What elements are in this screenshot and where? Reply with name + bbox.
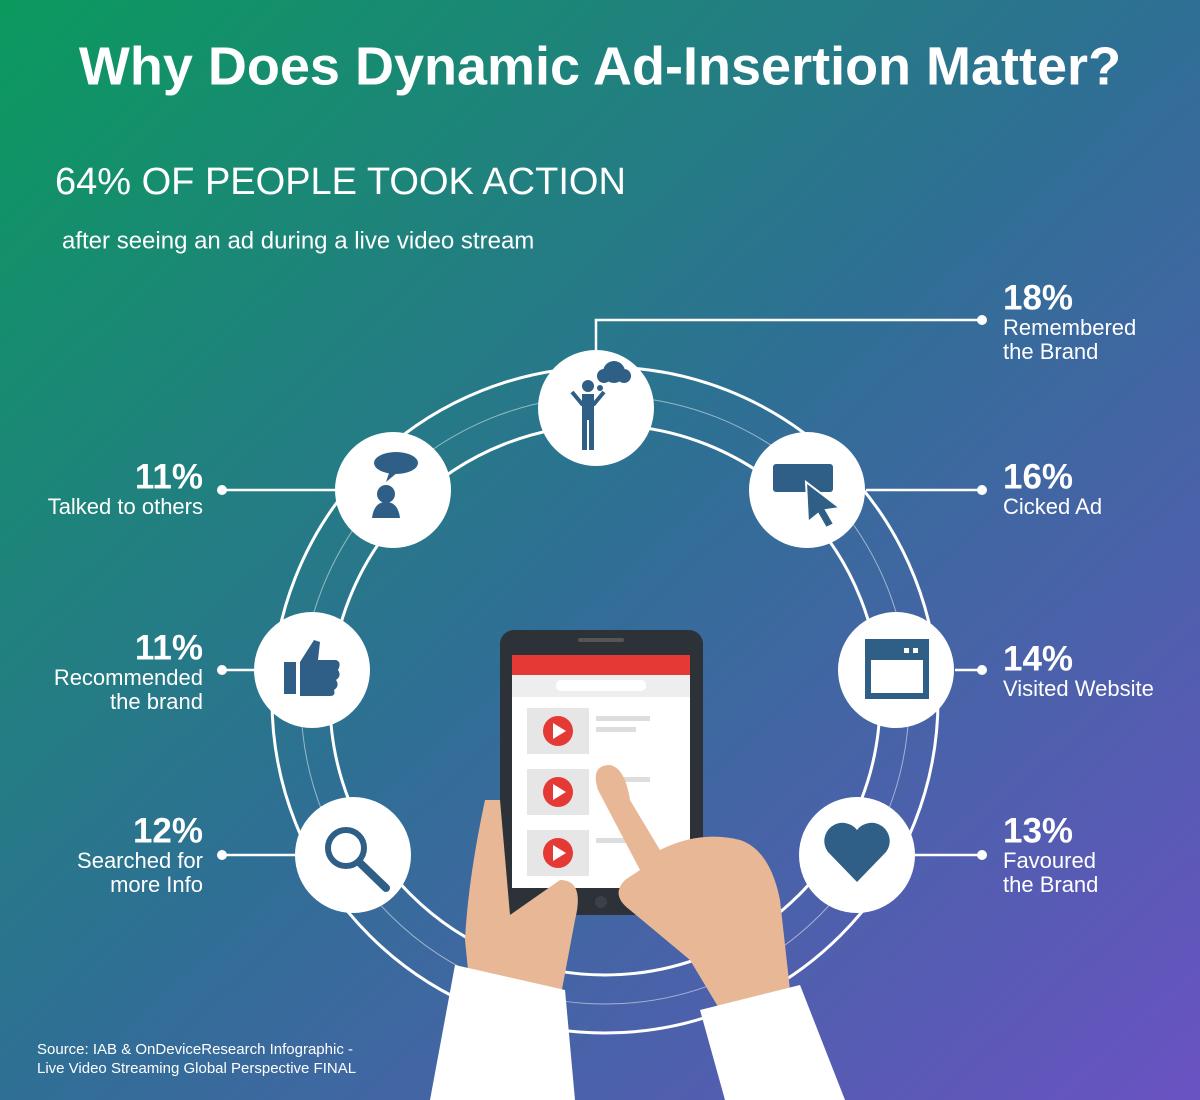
item-value: 12%	[133, 811, 203, 850]
labels: 18% Remembered the Brand 16% Cicked Ad 1…	[48, 278, 1154, 897]
item-label: more Info	[110, 872, 203, 897]
icon-favoured	[799, 797, 915, 913]
subtitle: after seeing an ad during a live video s…	[62, 227, 534, 254]
item-label: Recommended	[54, 665, 203, 690]
icon-clicked	[749, 432, 865, 548]
item-label: Remembered	[1003, 315, 1136, 340]
item-label: the Brand	[1003, 339, 1098, 364]
hands	[430, 765, 845, 1100]
icon-remembered	[538, 350, 654, 466]
item-value: 16%	[1003, 457, 1073, 496]
title: Why Does Dynamic Ad-Insertion Matter?	[79, 36, 1121, 96]
item-value: 14%	[1003, 639, 1073, 678]
item-label: the Brand	[1003, 872, 1098, 897]
icon-talked	[335, 432, 451, 548]
item-label: Talked to others	[48, 494, 203, 519]
item-value: 11%	[135, 628, 203, 667]
item-value: 18%	[1003, 278, 1073, 317]
item-value: 11%	[135, 457, 203, 496]
source: Source: IAB & OnDeviceResearch Infograph…	[37, 1041, 353, 1058]
item-label: Favoured	[1003, 848, 1096, 873]
icon-website	[838, 612, 954, 728]
icon-searched	[295, 797, 411, 913]
icon-recommended	[254, 612, 370, 728]
headline: 64% OF PEOPLE TOOK ACTION	[55, 161, 626, 203]
item-label: the brand	[110, 689, 203, 714]
item-label: Cicked Ad	[1003, 494, 1102, 519]
item-label: Searched for	[77, 848, 203, 873]
item-label: Visited Website	[1003, 676, 1154, 701]
item-value: 13%	[1003, 811, 1073, 850]
connectors	[217, 315, 987, 860]
source: Live Video Streaming Global Perspective …	[37, 1060, 356, 1077]
